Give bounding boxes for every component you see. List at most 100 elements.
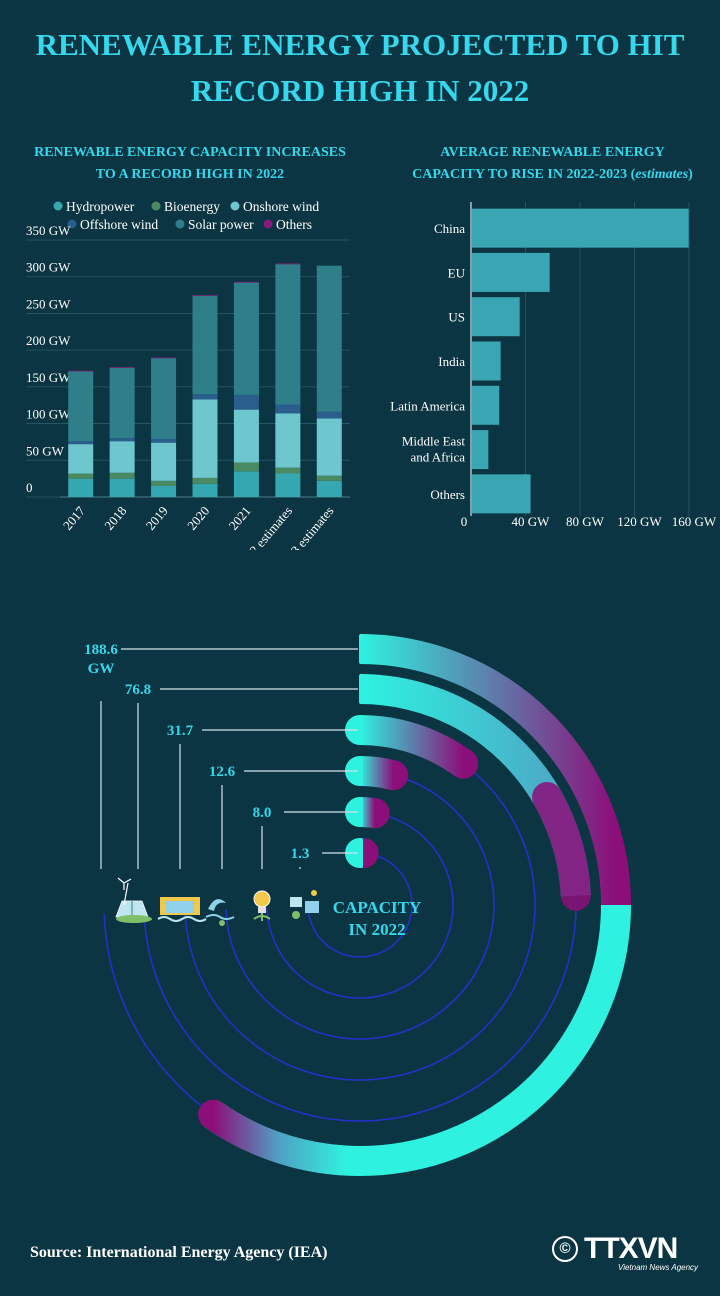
legend-item: Onshore wind — [230, 199, 319, 214]
radial-bar-arc — [532, 782, 591, 911]
radial-bar-cap — [359, 674, 363, 704]
bar-segment — [275, 473, 301, 497]
radial-value-label: 1.3 — [291, 846, 310, 862]
bar — [472, 341, 501, 381]
bar-segment — [316, 418, 342, 476]
hydro-dam-icon — [157, 897, 207, 922]
x-tick-label: 2017 — [60, 503, 89, 533]
guide-ring — [307, 852, 413, 958]
ttxvn-logo: © TTXVN Vietnam News Agency — [552, 1232, 702, 1276]
icon-row — [115, 877, 319, 926]
radial-bar-cap — [359, 634, 363, 664]
legend-label: Bioenergy — [164, 199, 220, 214]
y-tick-label: 0 — [26, 480, 33, 495]
x-tick-label: 120 GW — [617, 514, 662, 529]
legend-swatch — [263, 219, 273, 229]
legend-item: Bioenergy — [151, 199, 220, 214]
stacked-bar-chart: Hydropower Bioenergy Onshore wind Offshore … — [26, 199, 350, 550]
y-category-label: US — [448, 310, 465, 325]
guide-ring — [184, 729, 536, 1081]
radial-value-label: 8.0 — [253, 805, 272, 821]
bar-segment — [192, 477, 218, 484]
radial-bar-arc — [345, 756, 409, 791]
radial-bar-arc — [345, 715, 479, 779]
bar — [472, 474, 531, 514]
bioenergy-icon — [253, 890, 271, 921]
radial-value-label: 76.8 — [125, 682, 151, 698]
bar-segment — [151, 485, 177, 497]
radial-bar-cap — [359, 715, 363, 745]
radial-bar-arc — [198, 1099, 362, 1176]
chart1-title: RENEWABLE ENERGY CAPACITY INCREASES TO A… — [10, 142, 370, 186]
radial-value-label: 31.7 — [167, 723, 194, 739]
bar-segment — [233, 462, 259, 472]
y-tick-label: 100 GW — [26, 407, 71, 422]
bar-segment — [275, 467, 301, 474]
bar-segment — [68, 371, 94, 442]
bar-segment — [109, 438, 135, 442]
solar-panel-icon — [115, 877, 152, 923]
bar-segment — [109, 367, 135, 368]
bar-segment — [109, 472, 135, 479]
legend-swatch — [53, 201, 63, 211]
radial-bar-arc — [204, 904, 631, 1176]
radial-bar — [198, 634, 631, 1176]
other-tech-icon — [290, 890, 319, 919]
title-line-2: RECORD HIGH IN 2022 — [190, 73, 530, 108]
chart2-title: AVERAGE RENEWABLE ENERGY CAPACITY TO RIS… — [385, 142, 720, 186]
y-tick-label: 50 GW — [26, 443, 65, 458]
radial-bar-cap — [359, 797, 363, 827]
legend-label: Hydropower — [66, 199, 135, 214]
chart2-title-line-1: AVERAGE RENEWABLE ENERGY — [440, 145, 665, 160]
bar-segment — [233, 409, 259, 463]
bar-segment — [192, 483, 218, 497]
y-category-label: India — [438, 354, 465, 369]
bar-segment — [233, 471, 259, 497]
radial-bar-arc — [359, 634, 631, 906]
y-category-label: Others — [430, 487, 465, 502]
geothermal-icon — [205, 899, 235, 926]
bar-segment — [233, 394, 259, 410]
radial-value-unit: GW — [88, 661, 115, 677]
x-tick-label: 2021 — [226, 503, 254, 533]
source-note: Source: International Energy Agency (IEA… — [30, 1244, 328, 1261]
bar-segment — [316, 411, 342, 419]
radial-bar-cap — [359, 838, 363, 868]
y-tick-label: 150 GW — [26, 370, 71, 385]
radial-bar — [345, 838, 379, 869]
bar-segment — [109, 478, 135, 497]
chart2-title-line-2: CAPACITY TO RISE IN 2022-2023 (estimates… — [385, 164, 720, 186]
bar — [472, 385, 500, 425]
bar-segment — [192, 295, 218, 395]
y-category-label: Middle East — [402, 434, 466, 449]
legend-label: Others — [276, 217, 312, 232]
bar-segment — [151, 480, 177, 486]
bar-segment — [151, 357, 177, 359]
x-tick-label: 0 — [461, 514, 468, 529]
title-line-1: RENEWABLE ENERGY PROJECTED TO HIT — [35, 27, 685, 62]
bar — [472, 208, 689, 248]
radial-value-label: 12.6 — [209, 764, 236, 780]
bar-segment — [316, 475, 342, 481]
x-tick-label: 160 GW — [672, 514, 717, 529]
legend-swatch — [230, 201, 240, 211]
radial-bar — [345, 756, 409, 791]
guide-ring — [225, 770, 495, 1040]
radial-bar — [345, 715, 479, 779]
bar — [472, 430, 489, 470]
bar-segment — [151, 438, 177, 443]
bar — [472, 252, 550, 292]
y-category-label: EU — [448, 265, 466, 280]
bar-segment — [68, 370, 94, 372]
bar-segment — [316, 265, 342, 412]
bar-segment — [151, 442, 177, 481]
radial-label-line-1: CAPACITY — [333, 898, 421, 917]
bar-segment — [68, 473, 94, 479]
chart2-title-line-2-text: CAPACITY TO RISE IN 2022-2023 ( — [412, 167, 636, 182]
copyright-icon: © — [552, 1236, 578, 1262]
legend-item: Hydropower — [53, 199, 135, 214]
legend-item: Offshore wind — [67, 217, 158, 232]
radial-bar-cap — [359, 756, 363, 786]
chart2-title-end: ) — [688, 167, 693, 182]
radial-value-label: 188.6 — [84, 642, 118, 658]
